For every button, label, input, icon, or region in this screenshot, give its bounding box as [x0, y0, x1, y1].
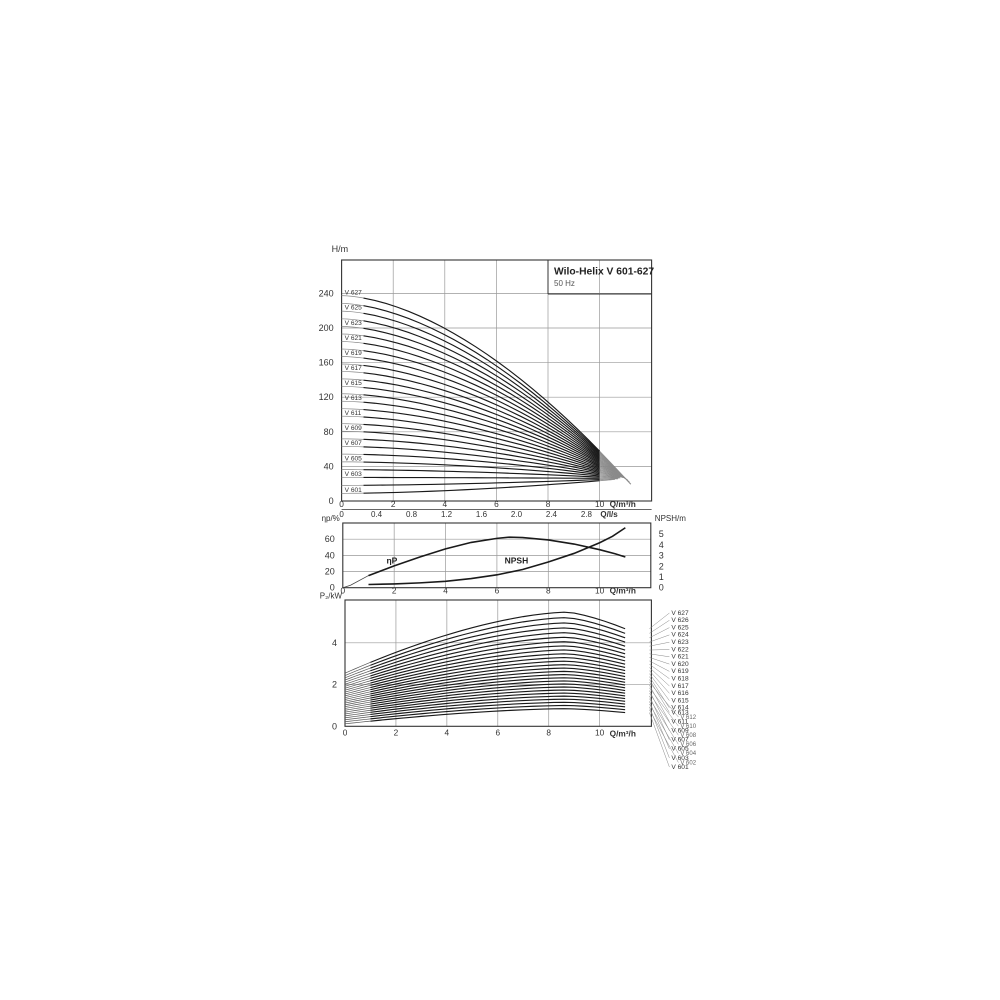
svg-text:240: 240 — [319, 288, 334, 298]
svg-text:0: 0 — [659, 583, 664, 593]
svg-text:V 615: V 615 — [345, 380, 363, 387]
svg-text:40: 40 — [324, 461, 334, 471]
svg-text:V 625: V 625 — [345, 305, 363, 312]
svg-text:10: 10 — [595, 727, 605, 737]
svg-text:8: 8 — [546, 586, 551, 596]
svg-text:1.6: 1.6 — [476, 510, 488, 519]
svg-text:V 621: V 621 — [671, 654, 689, 661]
svg-text:V 623: V 623 — [671, 639, 689, 646]
svg-text:Q/m³/h: Q/m³/h — [610, 586, 636, 596]
svg-text:V 627: V 627 — [345, 289, 363, 296]
svg-text:V 622: V 622 — [671, 646, 689, 653]
svg-text:2: 2 — [391, 499, 396, 509]
svg-text:2.4: 2.4 — [546, 510, 558, 519]
svg-text:V 611: V 611 — [345, 410, 362, 417]
svg-text:H/m: H/m — [332, 244, 349, 254]
svg-text:V 603: V 603 — [345, 471, 363, 478]
svg-text:8: 8 — [546, 727, 551, 737]
svg-text:P₂/kW: P₂/kW — [320, 592, 343, 601]
svg-text:0: 0 — [343, 727, 348, 737]
svg-text:0: 0 — [332, 721, 337, 731]
svg-text:Wilo-Helix V 601-627: Wilo-Helix V 601-627 — [554, 267, 654, 278]
svg-text:V 619: V 619 — [671, 668, 689, 675]
svg-text:ηp/%: ηp/% — [322, 514, 340, 523]
svg-text:200: 200 — [319, 323, 334, 333]
svg-text:V 616: V 616 — [671, 690, 689, 697]
svg-text:160: 160 — [319, 358, 334, 368]
svg-text:120: 120 — [319, 392, 334, 402]
svg-text:10: 10 — [595, 499, 605, 509]
svg-text:0: 0 — [329, 496, 334, 506]
svg-text:4: 4 — [442, 499, 447, 509]
svg-text:40: 40 — [325, 550, 335, 560]
svg-text:NPSH: NPSH — [505, 555, 529, 565]
svg-text:V 601: V 601 — [345, 487, 363, 494]
svg-text:V 627: V 627 — [671, 610, 689, 617]
svg-text:4: 4 — [443, 586, 448, 596]
svg-text:V 619: V 619 — [345, 350, 363, 357]
svg-text:0.4: 0.4 — [371, 510, 383, 519]
svg-text:V 614: V 614 — [671, 705, 689, 712]
svg-text:4: 4 — [445, 727, 450, 737]
svg-text:80: 80 — [324, 427, 334, 437]
svg-text:2.8: 2.8 — [581, 510, 593, 519]
svg-text:2: 2 — [394, 727, 399, 737]
svg-text:Q/l/s: Q/l/s — [600, 510, 618, 519]
svg-text:V 617: V 617 — [671, 683, 689, 690]
svg-text:10: 10 — [595, 586, 605, 596]
svg-text:V 607: V 607 — [345, 440, 363, 447]
svg-text:6: 6 — [494, 499, 499, 509]
svg-text:V 609: V 609 — [345, 425, 363, 432]
svg-text:V 623: V 623 — [345, 320, 363, 327]
svg-text:0.8: 0.8 — [406, 510, 418, 519]
svg-text:1.2: 1.2 — [441, 510, 453, 519]
svg-text:NPSH/m: NPSH/m — [655, 514, 686, 523]
svg-text:V 626: V 626 — [671, 617, 689, 624]
svg-text:0: 0 — [339, 510, 344, 519]
svg-text:2.0: 2.0 — [511, 510, 523, 519]
svg-text:V 620: V 620 — [671, 661, 689, 668]
svg-text:V 613: V 613 — [345, 395, 363, 402]
svg-text:4: 4 — [659, 540, 664, 550]
svg-text:V 615: V 615 — [671, 697, 689, 704]
svg-text:2: 2 — [332, 680, 337, 690]
svg-text:2: 2 — [659, 561, 664, 571]
svg-text:4: 4 — [332, 638, 337, 648]
svg-text:V 621: V 621 — [345, 335, 363, 342]
svg-text:6: 6 — [495, 727, 500, 737]
svg-text:0: 0 — [339, 499, 344, 509]
svg-text:50 Hz: 50 Hz — [554, 279, 575, 288]
svg-text:V 624: V 624 — [671, 632, 689, 639]
svg-text:8: 8 — [546, 499, 551, 509]
svg-text:20: 20 — [325, 567, 335, 577]
svg-text:V 605: V 605 — [345, 455, 363, 462]
svg-text:3: 3 — [659, 551, 664, 561]
svg-text:ηP: ηP — [386, 555, 397, 565]
svg-text:2: 2 — [392, 586, 397, 596]
svg-text:60: 60 — [325, 534, 335, 544]
svg-text:6: 6 — [495, 586, 500, 596]
svg-text:V 618: V 618 — [671, 676, 689, 683]
svg-text:5: 5 — [659, 529, 664, 539]
svg-text:Q/m³/h: Q/m³/h — [610, 728, 636, 738]
svg-text:1: 1 — [659, 572, 664, 582]
svg-text:Q/m³/h: Q/m³/h — [610, 499, 636, 509]
svg-text:V 617: V 617 — [345, 365, 363, 372]
svg-text:V 625: V 625 — [671, 624, 689, 631]
